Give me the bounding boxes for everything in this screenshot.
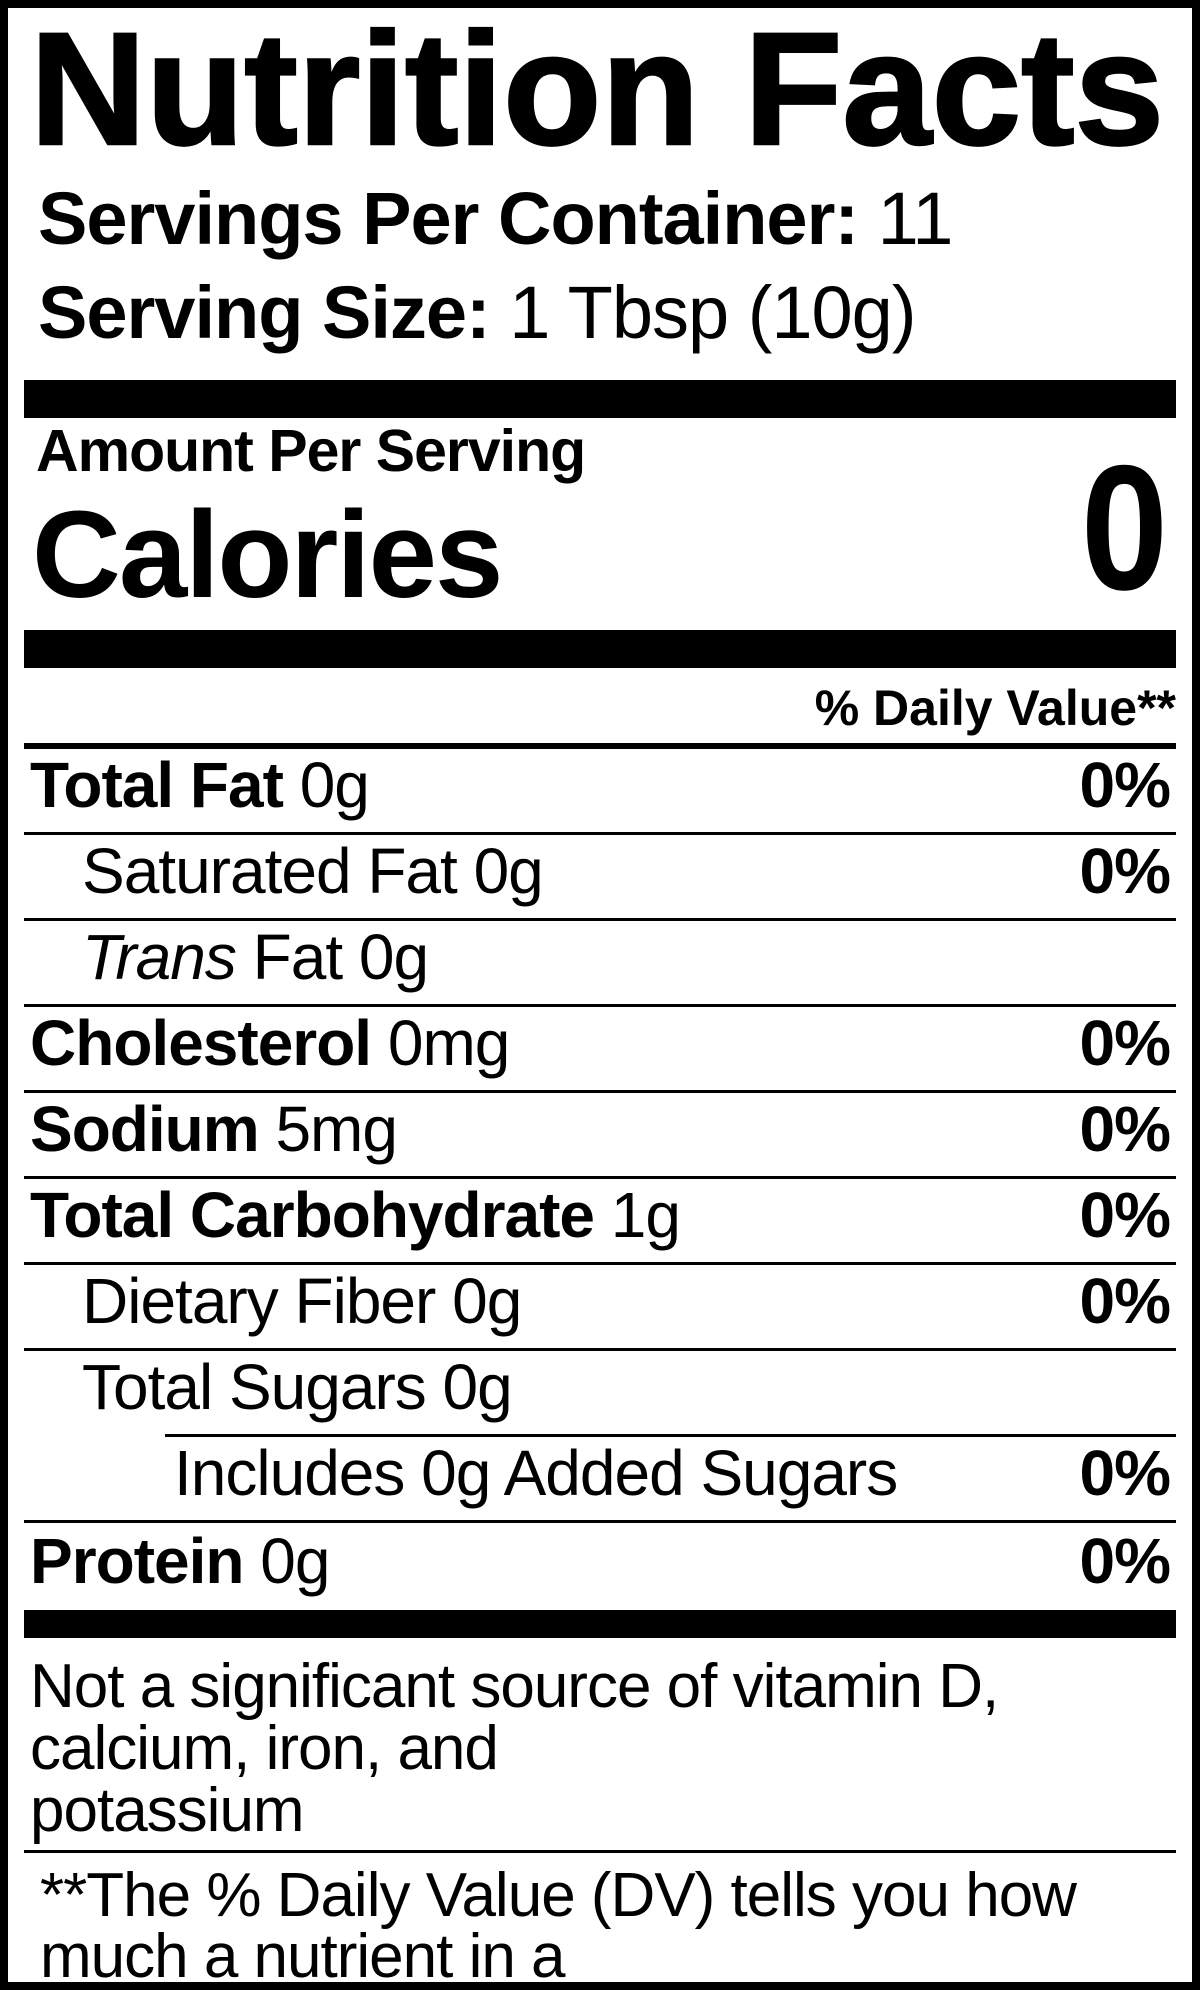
nutrient-amount: 0mg	[371, 1007, 511, 1079]
daily-value-percent: 0%	[1079, 1093, 1171, 1165]
nutrient-name: Sodium 5mg	[24, 1097, 398, 1176]
nutrient-amount: Dietary Fiber 0g	[82, 1265, 522, 1337]
nutrient-row-added-sugars: Includes 0g Added Sugars 0%	[24, 1434, 1176, 1520]
nutrient-name: Cholesterol 0mg	[24, 1011, 510, 1090]
nutrient-row-protein: Protein 0g 0%	[24, 1520, 1176, 1610]
daily-value-percent: 0%	[1079, 1007, 1171, 1079]
daily-value-percent: 0%	[1079, 1525, 1171, 1597]
not-significant-line-2: potassium	[30, 1776, 305, 1845]
nutrient-amount: Includes 0g Added Sugars	[174, 1437, 898, 1509]
nutrient-row-trans-fat: Trans Fat 0g	[24, 918, 1176, 1004]
nutrient-name-bold: Total Carbohydrate	[30, 1179, 595, 1251]
nutrient-name: Dietary Fiber 0g	[24, 1269, 522, 1348]
nutrient-name: Total Sugars 0g	[24, 1355, 513, 1434]
nutrient-amount: Fat 0g	[235, 921, 429, 993]
thick-rule-calories	[24, 630, 1176, 668]
nutrient-row-sodium: Sodium 5mg 0%	[24, 1090, 1176, 1176]
nutrient-amount: Total Sugars 0g	[82, 1351, 513, 1423]
nutrient-name: Protein 0g	[24, 1529, 330, 1610]
not-significant-note: Not a significant source of vitamin D, c…	[24, 1656, 1176, 1842]
daily-value-percent: 0%	[1079, 749, 1171, 821]
nutrient-amount: Saturated Fat 0g	[82, 835, 544, 907]
label-title: Nutrition Facts	[29, 24, 1166, 160]
nutrient-name-bold: Total Fat	[30, 749, 284, 821]
not-significant-line-1: Not a significant source of vitamin D, c…	[30, 1652, 999, 1783]
daily-value-percent: 0%	[1079, 1437, 1171, 1509]
thick-rule-bottom	[24, 1610, 1176, 1638]
nutrient-name: Total Carbohydrate 1g	[24, 1183, 681, 1262]
calories-value: 0	[1080, 428, 1168, 627]
nutrient-name: Saturated Fat 0g	[24, 839, 544, 918]
nutrient-row-saturated-fat: Saturated Fat 0g 0%	[24, 832, 1176, 918]
footnote-divider	[24, 1850, 1176, 1853]
nutrient-name: Total Fat 0g	[24, 753, 370, 832]
nutrient-name-bold: Cholesterol	[30, 1007, 372, 1079]
servings-per-container-line: Servings Per Container: 11	[38, 182, 953, 256]
nutrient-amount: 0g	[243, 1525, 330, 1597]
label-title-text: Nutrition Facts	[30, 24, 1164, 160]
servings-per-container-value: 11	[858, 177, 954, 260]
footnote-line-1: **The % Daily Value (DV) tells you how m…	[40, 1861, 1077, 1990]
daily-value-header: % Daily Value**	[24, 668, 1176, 746]
amount-per-serving-heading: Amount Per Serving	[36, 418, 586, 484]
nutrient-row-total-sugars: Total Sugars 0g	[24, 1348, 1176, 1434]
nutrient-name-italic: Trans	[82, 921, 237, 993]
nutrient-name-bold: Sodium	[30, 1093, 260, 1165]
daily-value-percent: 0%	[1079, 1265, 1171, 1337]
daily-value-percent	[1170, 1355, 1176, 1434]
daily-value-percent	[1170, 925, 1176, 1004]
servings-per-container-label: Servings Per Container:	[38, 177, 859, 260]
nutrient-row-total-fat: Total Fat 0g 0%	[24, 746, 1176, 832]
nutrient-name: Includes 0g Added Sugars	[24, 1441, 898, 1520]
serving-size-line: Serving Size: 1 Tbsp (10g)	[38, 276, 916, 350]
calories-label: Calories	[32, 487, 503, 624]
daily-value-percent: 0%	[1079, 835, 1171, 907]
nutrient-name: Trans Fat 0g	[24, 925, 429, 1004]
thick-rule-top	[24, 380, 1176, 418]
nutrient-name-bold: Protein	[30, 1525, 244, 1597]
serving-size-label: Serving Size:	[38, 271, 491, 354]
nutrient-amount: 5mg	[258, 1093, 398, 1165]
nutrient-table: % Daily Value** Total Fat 0g 0% Saturate…	[24, 630, 1176, 1990]
daily-value-footnote: **The % Daily Value (DV) tells you how m…	[24, 1853, 1176, 1990]
nutrient-row-cholesterol: Cholesterol 0mg 0%	[24, 1004, 1176, 1090]
nutrient-row-total-carbohydrate: Total Carbohydrate 1g 0%	[24, 1176, 1176, 1262]
nutrient-row-dietary-fiber: Dietary Fiber 0g 0%	[24, 1262, 1176, 1348]
nutrient-amount: 0g	[282, 749, 370, 821]
serving-size-value: 1 Tbsp (10g)	[489, 271, 916, 354]
nutrient-amount: 1g	[594, 1179, 681, 1251]
daily-value-percent: 0%	[1079, 1179, 1171, 1251]
